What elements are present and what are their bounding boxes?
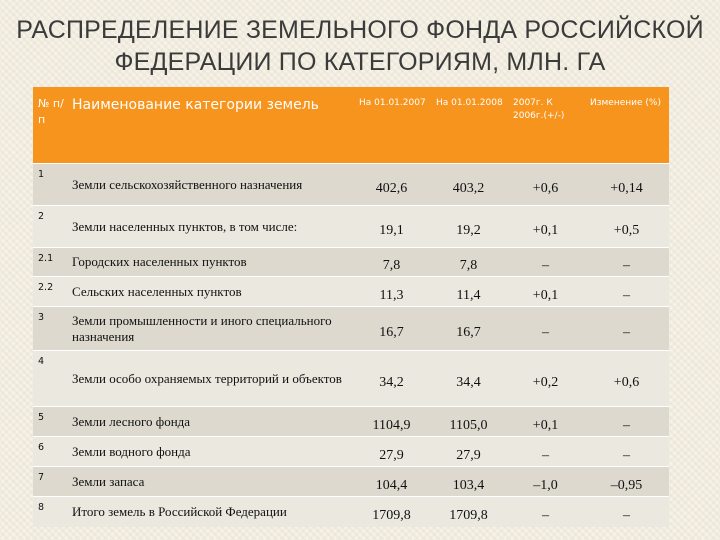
row-num: 6	[33, 436, 67, 467]
title-line-2: ФЕДЕРАЦИИ ПО КАТЕГОРИЯМ, МЛН. ГА	[114, 48, 606, 76]
row-diff: +0,6	[507, 163, 584, 206]
row-diff: +0,2	[507, 350, 584, 407]
row-name: Земли сельскохозяйственного назначения	[67, 163, 353, 206]
row-name: Земли особо охраняемых территорий и объе…	[67, 350, 353, 407]
table-row: 6 Земли водного фонда 27,9 27,9 – –	[33, 436, 669, 467]
table-row: 5 Земли лесного фонда 1104,9 1105,0 +0,1…	[33, 406, 669, 437]
row-name: Земли лесного фонда	[67, 406, 353, 437]
row-pct: +0,6	[584, 350, 669, 407]
row-value-2008: 103,4	[430, 466, 507, 497]
table-row: 2 Земли населенных пунктов, в том числе:…	[33, 205, 669, 248]
row-diff: –	[507, 436, 584, 467]
land-fund-table: № п/п Наименование категории земель На 0…	[33, 87, 669, 527]
row-value-2007: 402,6	[353, 163, 430, 206]
header-pct: Изменение (%)	[584, 87, 669, 164]
row-diff: –	[507, 306, 584, 351]
row-value-2008: 1105,0	[430, 406, 507, 437]
row-num: 2.1	[33, 247, 67, 277]
row-pct: –	[584, 406, 669, 437]
row-diff: +0,1	[507, 205, 584, 248]
row-value-2007: 1709,8	[353, 496, 430, 527]
row-pct: –	[584, 306, 669, 351]
row-pct: +0,5	[584, 205, 669, 248]
row-value-2007: 11,3	[353, 276, 430, 307]
row-name: Городских населенных пунктов	[67, 247, 353, 277]
table-row: 1 Земли сельскохозяйственного назначения…	[33, 163, 669, 206]
row-value-2008: 27,9	[430, 436, 507, 467]
row-name: Итого земель в Российской Федерации	[67, 496, 353, 527]
row-pct: –	[584, 496, 669, 527]
row-num: 7	[33, 466, 67, 497]
row-diff: –1,0	[507, 466, 584, 497]
header-num: № п/п	[33, 87, 67, 164]
row-value-2007: 104,4	[353, 466, 430, 497]
row-value-2008: 403,2	[430, 163, 507, 206]
table-row: 7 Земли запаса 104,4 103,4 –1,0 –0,95	[33, 466, 669, 497]
table-row: 2.2 Сельских населенных пунктов 11,3 11,…	[33, 276, 669, 307]
row-pct: –	[584, 247, 669, 277]
row-num: 4	[33, 350, 67, 407]
row-value-2007: 19,1	[353, 205, 430, 248]
row-name: Сельских населенных пунктов	[67, 276, 353, 307]
row-name: Земли запаса	[67, 466, 353, 497]
row-value-2008: 34,4	[430, 350, 507, 407]
row-num: 8	[33, 496, 67, 527]
title-line-1: РАСПРЕДЕЛЕНИЕ ЗЕМЕЛЬНОГО ФОНДА РОССИЙСКО…	[16, 16, 704, 44]
header-2008: На 01.01.2008	[430, 87, 507, 164]
header-diff: 2007г. К 2006г.(+/-)	[507, 87, 584, 164]
row-diff: +0,1	[507, 406, 584, 437]
row-value-2007: 7,8	[353, 247, 430, 277]
slide-title: РАСПРЕДЕЛЕНИЕ ЗЕМЕЛЬНОГО ФОНДА РОССИЙСКО…	[0, 14, 720, 78]
row-diff: –	[507, 247, 584, 277]
row-value-2007: 1104,9	[353, 406, 430, 437]
row-value-2008: 1709,8	[430, 496, 507, 527]
header-2007: На 01.01.2007	[353, 87, 430, 164]
row-num: 5	[33, 406, 67, 437]
table-row: 2.1 Городских населенных пунктов 7,8 7,8…	[33, 247, 669, 277]
row-pct: –	[584, 436, 669, 467]
row-name: Земли промышленности и иного специальног…	[67, 306, 353, 351]
table-row: 3 Земли промышленности и иного специальн…	[33, 306, 669, 351]
table-row: 4 Земли особо охраняемых территорий и об…	[33, 350, 669, 407]
row-value-2007: 34,2	[353, 350, 430, 407]
table-row: 8 Итого земель в Российской Федерации 17…	[33, 496, 669, 527]
row-name: Земли населенных пунктов, в том числе:	[67, 205, 353, 248]
row-value-2008: 19,2	[430, 205, 507, 248]
row-value-2008: 16,7	[430, 306, 507, 351]
row-num: 2.2	[33, 276, 67, 307]
row-num: 1	[33, 163, 67, 206]
row-diff: –	[507, 496, 584, 527]
row-pct: +0,14	[584, 163, 669, 206]
row-diff: +0,1	[507, 276, 584, 307]
row-name: Земли водного фонда	[67, 436, 353, 467]
row-value-2007: 16,7	[353, 306, 430, 351]
row-pct: –0,95	[584, 466, 669, 497]
table-header-row: № п/п Наименование категории земель На 0…	[33, 87, 669, 164]
row-num: 3	[33, 306, 67, 351]
header-name: Наименование категории земель	[67, 87, 353, 164]
row-num: 2	[33, 205, 67, 248]
row-value-2008: 7,8	[430, 247, 507, 277]
row-value-2008: 11,4	[430, 276, 507, 307]
row-value-2007: 27,9	[353, 436, 430, 467]
row-pct: –	[584, 276, 669, 307]
